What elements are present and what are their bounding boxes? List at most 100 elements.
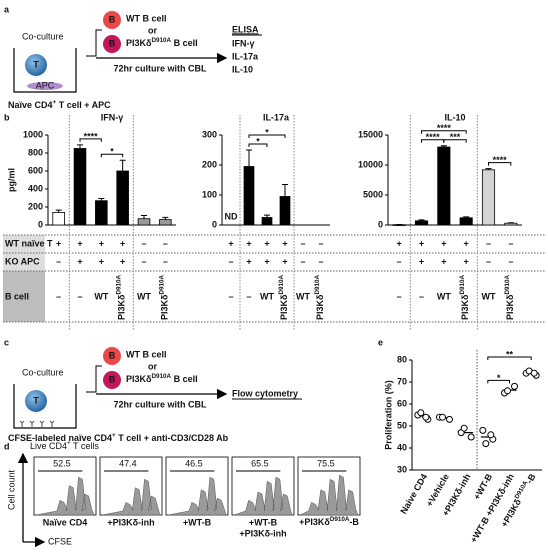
table-cell: WT xyxy=(137,291,151,301)
significance-label: **** xyxy=(493,155,508,165)
bar xyxy=(482,170,494,225)
coculture-label: Co-culture xyxy=(22,31,64,41)
text-part: Live CD4 xyxy=(30,441,67,451)
superscript: D910A xyxy=(151,37,171,44)
x-tick-label: +WT-B xyxy=(472,472,495,502)
table-cell: – xyxy=(56,256,61,266)
table-cell: WT xyxy=(437,291,451,301)
error-bar xyxy=(141,216,147,219)
t-letter: T xyxy=(33,395,39,405)
text-part: Naïve CD4 xyxy=(8,100,53,110)
table-cell: – xyxy=(397,256,402,266)
table-cell: – xyxy=(141,256,146,266)
text-part: PI3Kδ xyxy=(279,294,289,320)
significance-label: * xyxy=(256,136,260,146)
table-cell: – xyxy=(77,291,82,301)
sample-label: Naïve CD4 xyxy=(43,517,88,527)
y-tick-label: 15000 xyxy=(358,129,383,139)
bar xyxy=(505,223,517,225)
superscript: D910A xyxy=(115,274,122,294)
table-cell: + xyxy=(264,256,269,266)
dot xyxy=(468,434,474,440)
antibody xyxy=(50,421,54,427)
chart-title: IL-17a xyxy=(263,112,290,122)
gate-percent: 47.4 xyxy=(119,458,137,468)
table-cell: WT xyxy=(296,291,310,301)
bar xyxy=(95,201,107,225)
text-part: T cell + anti-CD3/CD28 Ab xyxy=(116,433,229,443)
significance-label: **** xyxy=(84,131,99,141)
table-cell: + xyxy=(246,238,251,248)
bar xyxy=(415,221,427,225)
table-cell: – xyxy=(228,291,233,301)
antibody xyxy=(40,421,44,427)
bracket xyxy=(86,366,102,392)
panel-label: e xyxy=(378,337,383,347)
y-tick-label: 10000 xyxy=(358,159,383,169)
y-tick-label: 300 xyxy=(202,129,217,139)
table-cell: – xyxy=(508,238,513,248)
y-tick-label: 0 xyxy=(378,219,383,229)
readout-title: Flow cytometry xyxy=(232,388,298,398)
table-cell: PI3KδD910A xyxy=(278,274,290,320)
table-cell: PI3KδD910A xyxy=(314,274,326,320)
table-cell: – xyxy=(508,256,513,266)
significance-label: * xyxy=(110,147,114,157)
bar xyxy=(53,212,65,225)
superscript: D910A xyxy=(459,274,466,294)
bar xyxy=(438,147,450,225)
text-part: PI3Kδ xyxy=(160,294,170,320)
gate-percent: 52.5 xyxy=(53,458,71,468)
dot xyxy=(512,383,518,389)
wt-b-label: WT B cell xyxy=(126,349,167,359)
text-part: B cell xyxy=(171,374,198,384)
bracket xyxy=(86,30,102,56)
table-cell: + xyxy=(282,256,287,266)
superscript: D910A xyxy=(504,274,511,294)
bar xyxy=(244,167,254,226)
table-cell: WT xyxy=(260,291,274,301)
y-tick-label: 40 xyxy=(397,442,407,452)
table-cell: – xyxy=(141,238,146,248)
y-tick-label: 0 xyxy=(38,219,43,229)
error-bar xyxy=(246,150,252,167)
chart-title: IL-10 xyxy=(444,112,465,122)
t-letter: T xyxy=(33,59,39,69)
table-cell: + xyxy=(77,238,82,248)
table-cell: – xyxy=(419,291,424,301)
b-letter: B xyxy=(109,374,116,384)
text-part: T cells xyxy=(71,441,100,451)
y-tick-label: 80 xyxy=(397,354,407,364)
y-tick-label: 600 xyxy=(28,165,43,175)
bar xyxy=(460,218,472,225)
text-part: PI3Kδ xyxy=(461,294,471,320)
table-cell: – xyxy=(163,256,168,266)
table-cell: + xyxy=(264,238,269,248)
table-cell: + xyxy=(99,256,104,266)
readout-item: IFN-γ xyxy=(232,38,255,48)
y-tick-label: 800 xyxy=(28,147,43,157)
table-cell: – xyxy=(318,256,323,266)
text-part: +PI3Kδ xyxy=(299,517,330,527)
readout-item: IL-10 xyxy=(232,64,253,74)
b-letter: B xyxy=(109,14,116,24)
table-cell: PI3KδD910A xyxy=(459,274,471,320)
table-cell: PI3KδD910A xyxy=(115,274,127,320)
table-cell: – xyxy=(318,238,323,248)
table-cell: – xyxy=(163,238,168,248)
text-part: PI3Kδ xyxy=(126,374,152,384)
table-cell: + xyxy=(282,238,287,248)
sample-label: +PI3Kδ-inh xyxy=(107,517,154,527)
significance-label: * xyxy=(265,127,269,137)
y-tick-label: 1000 xyxy=(23,129,43,139)
y-tick-label: 200 xyxy=(28,201,43,211)
y-axis-label: Cell count xyxy=(6,469,16,510)
table-cell: – xyxy=(486,238,491,248)
x-tick-label: Naive CD4 xyxy=(399,472,430,516)
table-cell: – xyxy=(397,291,402,301)
dot xyxy=(461,425,467,431)
dot xyxy=(531,370,537,376)
error-bar xyxy=(120,160,126,171)
gate-percent: 75.5 xyxy=(317,458,335,468)
